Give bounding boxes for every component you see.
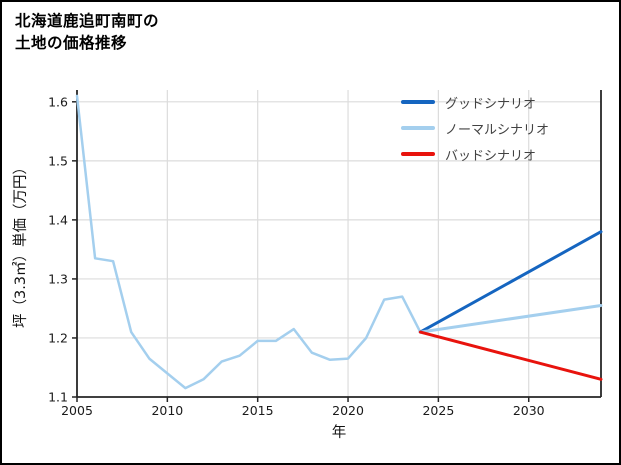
chart-title-line1: 北海道鹿追町南町の bbox=[15, 12, 160, 30]
chart-title: 北海道鹿追町南町の 土地の価格推移 bbox=[15, 10, 159, 55]
x-tick-label: 2020 bbox=[332, 403, 364, 418]
x-axis-label: 年 bbox=[332, 424, 347, 441]
x-tick-label: 2030 bbox=[513, 403, 545, 418]
x-tick-label: 2015 bbox=[242, 403, 274, 418]
x-tick-label: 2010 bbox=[151, 403, 183, 418]
y-tick-label: 1.6 bbox=[48, 94, 68, 109]
legend-label-normal-scenario: ノーマルシナリオ bbox=[445, 122, 550, 138]
legend-line-bad-scenario bbox=[401, 152, 435, 156]
legend-line-good-scenario bbox=[401, 100, 435, 104]
y-tick-label: 1.1 bbox=[48, 390, 68, 405]
plot-area: 2005 2010 2015 2020 2025 2030 1.1 1.2 1.3 1.4 1.5 1… bbox=[48, 90, 603, 418]
series-line-normal-scenario bbox=[418, 304, 603, 334]
x-tick-label: 2025 bbox=[422, 403, 454, 418]
x-tick-label: 2005 bbox=[61, 403, 93, 418]
series-line-bad-scenario bbox=[418, 330, 603, 381]
y-tick-label: 1.4 bbox=[48, 212, 68, 227]
legend-item-bad-scenario: バッドシナリオ bbox=[401, 145, 549, 164]
y-tick-label: 1.5 bbox=[48, 153, 68, 168]
y-axis-label: 坪（3.3㎡）単価（万円） bbox=[12, 160, 29, 328]
legend-item-normal-scenario: ノーマルシナリオ bbox=[401, 119, 550, 138]
legend-item-good-scenario: グッドシナリオ bbox=[401, 93, 549, 112]
legend: グッドシナリオ ノーマルシナリオ バッドシナリオ bbox=[401, 93, 550, 164]
chart-title-line2: 土地の価格推移 bbox=[15, 34, 128, 53]
y-tick-label: 1.2 bbox=[48, 330, 68, 345]
legend-label-bad-scenario: バッドシナリオ bbox=[445, 148, 537, 164]
legend-line-normal-scenario bbox=[401, 126, 435, 130]
y-tick-label: 1.3 bbox=[48, 271, 68, 286]
legend-label-good-scenario: グッドシナリオ bbox=[445, 96, 537, 112]
series-line-good-scenario bbox=[418, 230, 603, 334]
series-line-historical bbox=[75, 94, 422, 390]
